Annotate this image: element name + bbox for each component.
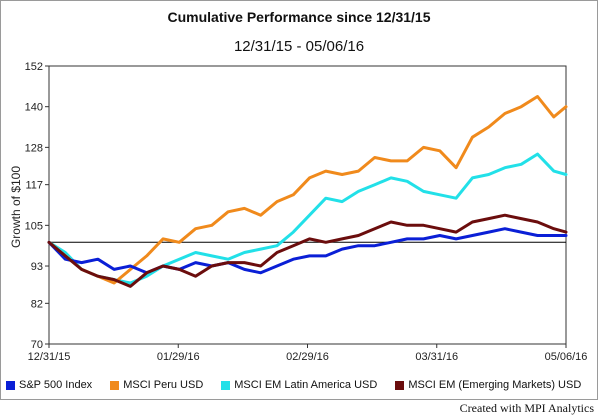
series-line-0 bbox=[47, 227, 568, 275]
legend-item-sp500: S&P 500 Index bbox=[6, 379, 92, 391]
legend-item-latam: MSCI EM Latin America USD bbox=[221, 379, 377, 391]
series-line-1 bbox=[47, 95, 568, 285]
y-tick-label: 140 bbox=[25, 102, 43, 114]
x-tick-label: 05/06/16 bbox=[545, 351, 588, 363]
legend-item-peru: MSCI Peru USD bbox=[110, 379, 203, 391]
y-tick-label: 70 bbox=[31, 339, 43, 351]
y-tick-label: 105 bbox=[25, 220, 43, 232]
x-tick-label: 12/31/15 bbox=[28, 351, 71, 363]
legend-label-peru: MSCI Peru USD bbox=[123, 379, 204, 391]
chart-subtitle: 12/31/15 - 05/06/16 bbox=[233, 38, 365, 55]
x-tick-label: 01/29/16 bbox=[157, 351, 200, 363]
y-tick-label: 128 bbox=[25, 142, 43, 154]
series-line-3 bbox=[47, 213, 568, 288]
legend-swatch-sp500 bbox=[6, 380, 15, 390]
legend-swatch-peru bbox=[110, 380, 120, 390]
legend-swatch-em bbox=[395, 380, 405, 390]
y-tick-label: 93 bbox=[31, 261, 43, 273]
x-tick-label: 03/31/16 bbox=[415, 351, 458, 363]
x-tick-label: 02/29/16 bbox=[286, 351, 329, 363]
legend-label-sp500: S&P 500 Index bbox=[19, 379, 93, 391]
legend-swatch-latam bbox=[221, 380, 231, 390]
legend-label-latam: MSCI EM Latin America USD bbox=[234, 379, 378, 391]
legend-label-em: MSCI EM (Emerging Markets) USD bbox=[408, 379, 582, 391]
y-tick-label: 117 bbox=[25, 180, 43, 192]
chart-svg: 70 82 93 105 117 128 140 152 12/31/15 01/29/16 02/… bbox=[25, 61, 588, 363]
chart-title: Cumulative Performance since 12/31/15 bbox=[167, 9, 431, 25]
plot-area bbox=[48, 65, 567, 345]
footer-credit: Created with MPI Analytics bbox=[459, 401, 594, 415]
legend: S&P 500 Index MSCI Peru USD MSCI EM Lati… bbox=[6, 379, 599, 391]
chart-frame bbox=[0, 0, 598, 400]
y-tick-label: 152 bbox=[25, 61, 43, 73]
legend-item-em: MSCI EM (Emerging Markets) USD bbox=[395, 379, 581, 391]
y-tick-label: 82 bbox=[31, 298, 43, 310]
